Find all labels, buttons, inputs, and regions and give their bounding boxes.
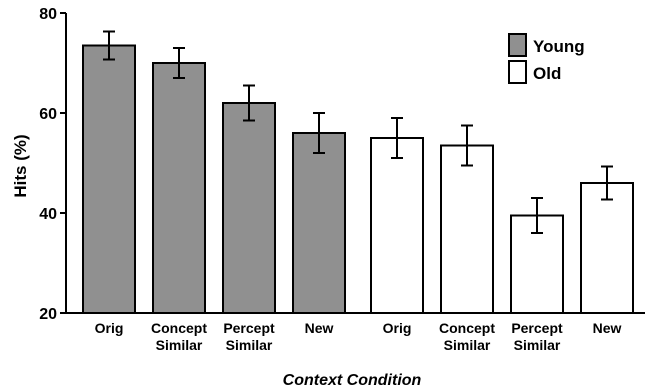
error-bar-young-3 xyxy=(243,84,255,122)
x-category-label: Concept xyxy=(439,320,495,336)
legend: Young Old xyxy=(508,33,585,84)
bar-young-2 xyxy=(152,62,206,314)
x-category-label: Orig xyxy=(95,320,124,336)
error-bar-young-4 xyxy=(313,112,325,154)
error-bar-young-2 xyxy=(173,47,185,79)
x-category-label: Similar xyxy=(444,337,491,353)
x-category-label: Similar xyxy=(514,337,561,353)
legend-swatch-young xyxy=(508,33,527,57)
y-axis-label: Hits (%) xyxy=(11,134,30,197)
y-tick-label: 20 xyxy=(39,306,57,323)
x-category-label: Percept xyxy=(223,320,275,336)
x-category-label: New xyxy=(305,320,334,336)
y-tick-label: 60 xyxy=(39,106,57,123)
x-axis-label: Context Condition xyxy=(283,372,422,389)
bar-young-1 xyxy=(82,44,136,314)
bar-old-1 xyxy=(370,137,424,314)
error-bar-old-1 xyxy=(391,117,403,159)
y-tick-label: 80 xyxy=(39,6,57,23)
bar-young-3 xyxy=(222,102,276,314)
error-bar-old-2 xyxy=(461,124,473,167)
legend-swatch-old xyxy=(508,60,527,84)
legend-label-young: Young xyxy=(533,37,585,56)
bar-old-4 xyxy=(580,182,634,314)
bars xyxy=(82,44,634,314)
x-category-label: Orig xyxy=(383,320,412,336)
error-bar-old-4 xyxy=(601,165,613,201)
bar-old-2 xyxy=(440,144,494,314)
bar-young-4 xyxy=(292,132,346,314)
x-category-label: Concept xyxy=(151,320,207,336)
x-category-label: Percept xyxy=(511,320,563,336)
error-bars xyxy=(103,30,613,234)
x-category-label: New xyxy=(593,320,622,336)
legend-label-old: Old xyxy=(533,64,561,83)
y-tick-label: 40 xyxy=(39,206,57,223)
error-bar-young-1 xyxy=(103,30,115,61)
error-bar-old-3 xyxy=(531,197,543,234)
x-category-label: Similar xyxy=(156,337,203,353)
y-ticks: 20 40 60 80 xyxy=(39,6,66,323)
x-category-label: Similar xyxy=(226,337,273,353)
